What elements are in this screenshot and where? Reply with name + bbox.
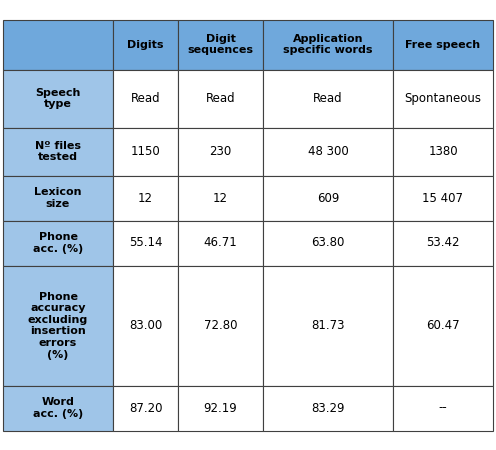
Bar [393, 386, 493, 431]
Bar [3, 176, 113, 220]
Bar [393, 19, 493, 69]
Bar [263, 266, 393, 386]
Text: 92.19: 92.19 [204, 401, 238, 414]
Text: 1150: 1150 [130, 145, 160, 158]
Bar [113, 386, 178, 431]
Text: 230: 230 [209, 145, 232, 158]
Bar [113, 69, 178, 127]
Text: --: -- [438, 401, 447, 414]
Text: 15 407: 15 407 [423, 192, 463, 204]
Text: Digits: Digits [127, 40, 164, 50]
Text: Phone
accuracy
excluding
insertion
errors
(%): Phone accuracy excluding insertion error… [28, 292, 88, 360]
Text: 1380: 1380 [428, 145, 458, 158]
Text: Read: Read [313, 92, 343, 105]
Text: 12: 12 [213, 192, 228, 204]
Text: Nº files
tested: Nº files tested [35, 141, 81, 162]
Bar [3, 386, 113, 431]
Bar [113, 127, 178, 176]
Bar [178, 220, 263, 266]
Bar [393, 266, 493, 386]
Text: 53.42: 53.42 [426, 237, 460, 249]
Text: 63.80: 63.80 [311, 237, 345, 249]
Text: Speech
type: Speech type [35, 88, 81, 109]
Text: 87.20: 87.20 [129, 401, 162, 414]
Bar [393, 69, 493, 127]
Bar [3, 69, 113, 127]
Text: 60.47: 60.47 [426, 319, 460, 332]
Text: 83.29: 83.29 [311, 401, 345, 414]
Text: 72.80: 72.80 [204, 319, 237, 332]
Text: Lexicon
size: Lexicon size [34, 187, 82, 209]
Bar [178, 176, 263, 220]
Bar [3, 127, 113, 176]
Text: 55.14: 55.14 [129, 237, 162, 249]
Bar [3, 266, 113, 386]
Text: Digit
sequences: Digit sequences [187, 34, 253, 55]
Bar [263, 69, 393, 127]
Text: 48 300: 48 300 [308, 145, 348, 158]
Bar [263, 386, 393, 431]
Bar [178, 69, 263, 127]
Bar [178, 19, 263, 69]
Bar [178, 386, 263, 431]
Bar [263, 220, 393, 266]
Bar [393, 127, 493, 176]
Text: Application
specific words: Application specific words [283, 34, 373, 55]
Bar [178, 127, 263, 176]
Text: Word
acc. (%): Word acc. (%) [33, 397, 83, 419]
Text: 46.71: 46.71 [204, 237, 238, 249]
Text: 81.73: 81.73 [311, 319, 345, 332]
Bar [263, 176, 393, 220]
Bar [113, 176, 178, 220]
Text: 609: 609 [317, 192, 339, 204]
Bar [393, 220, 493, 266]
Bar [263, 127, 393, 176]
Text: Spontaneous: Spontaneous [405, 92, 482, 105]
Text: Read: Read [130, 92, 160, 105]
Bar [113, 266, 178, 386]
Bar [178, 266, 263, 386]
Bar [113, 220, 178, 266]
Text: Read: Read [206, 92, 235, 105]
Bar [3, 19, 113, 69]
Text: 83.00: 83.00 [129, 319, 162, 332]
Bar [3, 220, 113, 266]
Bar [113, 19, 178, 69]
Text: 12: 12 [138, 192, 153, 204]
Bar [263, 19, 393, 69]
Bar [393, 176, 493, 220]
Text: Free speech: Free speech [405, 40, 481, 50]
Text: Phone
acc. (%): Phone acc. (%) [33, 232, 83, 254]
